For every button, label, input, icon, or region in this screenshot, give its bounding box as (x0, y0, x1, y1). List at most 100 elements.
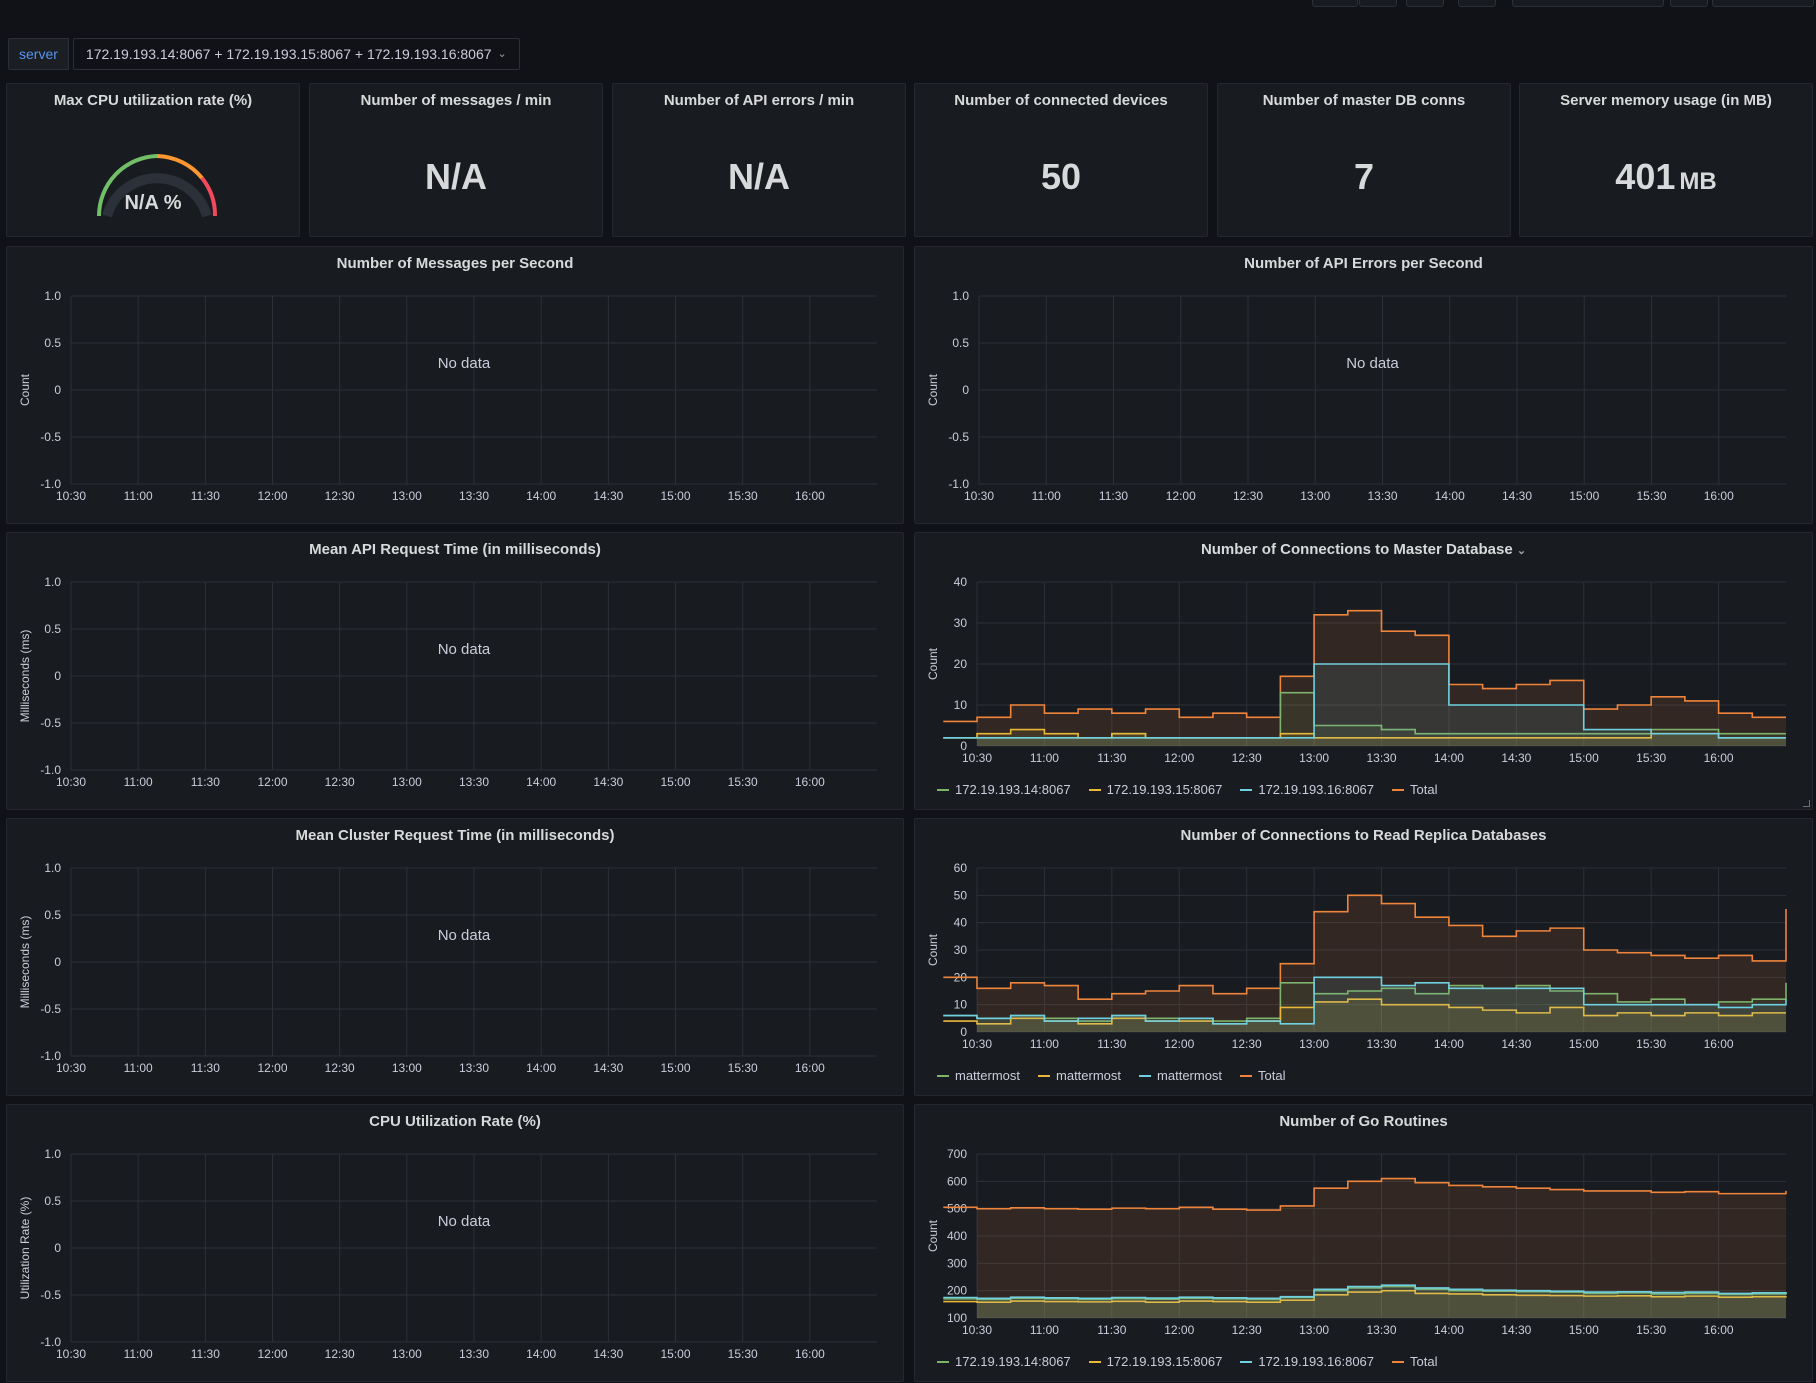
panel-master-db-conns[interactable]: Number of master DB conns 7 (1217, 83, 1511, 237)
refresh-button[interactable] (1712, 0, 1814, 7)
panel-title: Number of master DB conns (1262, 92, 1466, 109)
y-tick-label: -1.0 (948, 477, 969, 491)
resize-handle[interactable] (1803, 800, 1810, 807)
x-tick-label: 14:00 (526, 775, 556, 789)
stat-value-wrap: 401 MB (1520, 156, 1812, 198)
x-tick-label: 14:30 (593, 775, 623, 789)
panel-api-errors-per-second[interactable]: Number of API Errors per Second 1.0 0.5 0 -… (914, 246, 1813, 524)
panel-mean-cluster-request-time[interactable]: Mean Cluster Request Time (in millisecon… (6, 818, 904, 1096)
x-tick-label: 15:00 (660, 1061, 690, 1075)
legend-item[interactable]: Total (1392, 1354, 1437, 1369)
x-tick-label: 15:00 (1569, 1323, 1599, 1337)
x-tick-label: 12:00 (1164, 1037, 1194, 1051)
panel-messages-per-second[interactable]: Number of Messages per Second 1.0 0.5 0 -0.… (6, 246, 904, 524)
x-tick-label: 13:30 (459, 489, 489, 503)
series-area (943, 610, 1786, 746)
x-tick-label: 13:30 (1367, 489, 1397, 503)
x-tick-label: 11:00 (1032, 489, 1061, 503)
time-picker-button[interactable] (1512, 0, 1664, 7)
toolbar-button[interactable] (1312, 0, 1358, 7)
panel-connected-devices[interactable]: Number of connected devices 50 (914, 83, 1208, 237)
series-line (943, 728, 1786, 739)
x-tick-label: 13:00 (1299, 751, 1329, 765)
y-tick-label: 0 (962, 383, 969, 397)
legend-item[interactable]: Total (1392, 782, 1437, 797)
toolbar-button[interactable] (1406, 0, 1444, 7)
panel-title: Number of Connections to Master Database (1200, 541, 1513, 558)
legend-swatch (1139, 1074, 1152, 1077)
zoom-out-button[interactable] (1670, 0, 1708, 7)
panel-server-memory[interactable]: Server memory usage (in MB) 401 MB (1519, 83, 1813, 237)
server-variable-select[interactable]: 172.19.193.14:8067 + 172.19.193.15:8067 … (72, 38, 520, 70)
panel-messages-per-min[interactable]: Number of messages / min N/A (309, 83, 603, 237)
legend-item[interactable]: 172.19.193.16:8067 (1240, 782, 1374, 797)
legend-item[interactable]: 172.19.193.14:8067 (937, 1354, 1071, 1369)
legend-item[interactable]: mattermost (937, 1068, 1020, 1083)
series-area (943, 977, 1786, 1032)
x-tick-label: 10:30 (56, 1347, 86, 1361)
y-tick-label: -0.5 (40, 1288, 61, 1302)
x-tick-label: 10:30 (962, 1037, 992, 1051)
chart-api-errors-per-second: 1.0 0.5 0 -0.5 -1.010:30 11:00 11:30 12:00 12:30… (926, 289, 1786, 503)
x-tick-label: 12:30 (1232, 1323, 1262, 1337)
x-tick-label: 14:00 (526, 489, 556, 503)
y-axis-label: Count (926, 1219, 940, 1252)
x-tick-label: 13:30 (459, 1061, 489, 1075)
x-tick-label: 14:30 (1502, 489, 1532, 503)
x-tick-label: 16:00 (1704, 1323, 1734, 1337)
x-tick-label: 12:30 (325, 489, 355, 503)
x-tick-label: 15:30 (728, 775, 758, 789)
y-tick-label: 1.0 (952, 289, 969, 303)
y-tick-label: 10 (954, 998, 968, 1012)
y-axis-label: Count (18, 373, 32, 406)
panel-master-db-connections[interactable]: Number of Connections to Master Database… (914, 532, 1813, 810)
legend-label: 172.19.193.15:8067 (1106, 782, 1223, 797)
series-area (943, 1286, 1786, 1318)
panel-read-replica-connections[interactable]: Number of Connections to Read Replica Da… (914, 818, 1813, 1096)
legend-item[interactable]: 172.19.193.14:8067 (937, 782, 1071, 797)
panel-cpu-utilization[interactable]: CPU Utilization Rate (%) 1.0 0.5 0 -0.5 -1.0… (6, 1104, 904, 1382)
x-tick-label: 14:00 (1435, 489, 1465, 503)
panel-go-routines[interactable]: Number of Go Routines 700 600 500 400 300 200… (914, 1104, 1813, 1382)
series-area (943, 664, 1786, 746)
no-data-label: No data (438, 1213, 491, 1230)
legend-item[interactable]: 172.19.193.15:8067 (1088, 782, 1223, 797)
legend-swatch (1088, 1360, 1101, 1363)
legend-swatch (1240, 788, 1253, 791)
variable-bar: server 172.19.193.14:8067 + 172.19.193.1… (8, 38, 520, 70)
x-tick-label: 13:00 (1300, 489, 1330, 503)
legend-swatch (1038, 1074, 1051, 1077)
panel-mean-api-request-time[interactable]: Mean API Request Time (in milliseconds) … (6, 532, 904, 810)
x-tick-label: 14:30 (593, 1347, 623, 1361)
legend-item[interactable]: mattermost (1038, 1068, 1121, 1083)
toolbar-button[interactable] (1458, 0, 1496, 7)
panel-title-wrap[interactable]: Number of Connections to Master Database… (915, 541, 1812, 558)
x-tick-label: 10:30 (962, 1323, 992, 1337)
legend-item[interactable]: 172.19.193.15:8067 (1088, 1354, 1222, 1369)
legend-item[interactable]: 172.19.193.16:8067 (1240, 1354, 1374, 1369)
panel-api-errors-per-min[interactable]: Number of API errors / min N/A (612, 83, 906, 237)
y-tick-label: -1.0 (40, 1049, 61, 1063)
legend-item[interactable]: mattermost (1139, 1068, 1222, 1083)
no-data-label: No data (438, 927, 491, 944)
x-tick-label: 14:30 (1501, 1323, 1531, 1337)
x-tick-label: 10:30 (56, 1061, 86, 1075)
x-tick-label: 12:30 (1232, 1037, 1262, 1051)
x-tick-label: 13:00 (392, 1347, 422, 1361)
y-axis-label: Milliseconds (ms) (18, 916, 32, 1009)
y-tick-label: -0.5 (40, 716, 61, 730)
legend-item[interactable]: Total (1240, 1068, 1286, 1083)
chart-legend: 172.19.193.14:8067 172.19.193.15:8067 172.… (937, 782, 1437, 797)
x-tick-label: 15:00 (660, 489, 690, 503)
x-tick-label: 13:30 (1366, 751, 1396, 765)
x-tick-label: 12:30 (1232, 751, 1262, 765)
y-axis-label: Count (926, 373, 940, 406)
no-data-label: No data (1346, 355, 1399, 372)
panel-title: Mean API Request Time (in milliseconds) (309, 541, 601, 558)
chart-mean-cluster-request-time: 1.0 0.5 0 -0.5 -1.010:30 11:00 11:30 12:00 12:30… (18, 861, 877, 1075)
x-tick-label: 10:30 (964, 489, 994, 503)
variable-label: server (8, 38, 69, 70)
panel-max-cpu[interactable]: Max CPU utilization rate (%) N/A % (6, 83, 300, 237)
y-tick-label: 30 (954, 943, 968, 957)
toolbar-button[interactable] (1359, 0, 1397, 7)
